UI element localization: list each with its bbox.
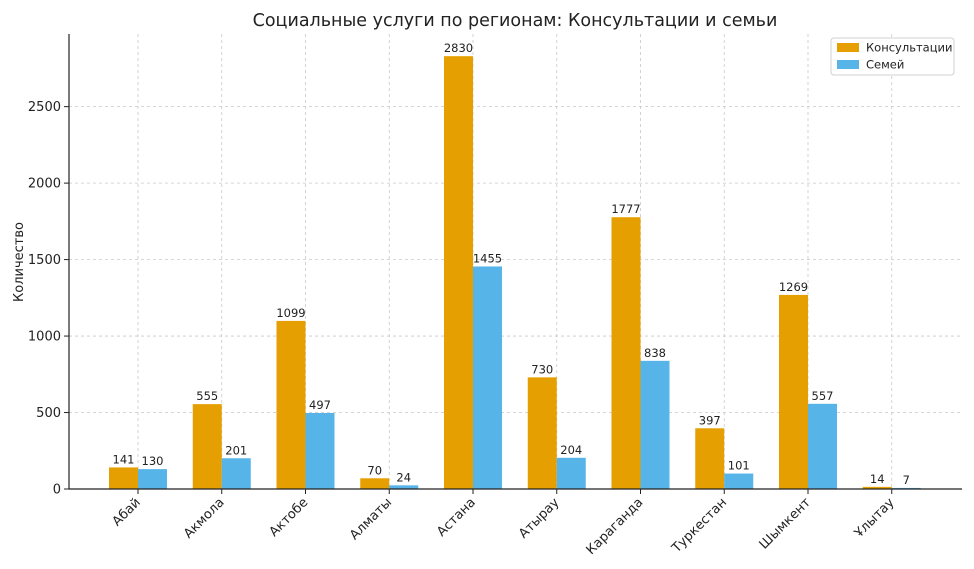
- bar-families: [305, 412, 335, 489]
- bar-value-label: 1099: [276, 306, 305, 320]
- bar-families: [473, 266, 502, 489]
- legend-swatch: [837, 60, 859, 69]
- x-tick-label: Алматы: [347, 495, 395, 543]
- bar-value-label: 201: [225, 443, 247, 457]
- y-tick-label: 500: [36, 406, 61, 421]
- bar-value-label: 2830: [444, 41, 473, 55]
- bar-value-label: 130: [142, 454, 164, 468]
- x-tick-label: Акмола: [181, 495, 228, 542]
- bar-consultations: [862, 486, 892, 489]
- bar-value-label: 397: [699, 413, 721, 427]
- bar-consultations: [695, 428, 725, 489]
- bar-value-label: 1455: [473, 251, 502, 265]
- bar-families: [556, 457, 586, 489]
- bar-value-label: 730: [531, 362, 553, 376]
- bar-consultations: [779, 294, 808, 489]
- y-axis-label: Количество: [12, 222, 27, 302]
- x-tick-label: Актобе: [267, 495, 312, 540]
- y-tick-label: 1500: [28, 253, 61, 268]
- data-labels: 141 555 1099 70 2830 730 1777 397 1269 14 130 201 49…: [113, 41, 910, 487]
- bar-value-label: 497: [309, 398, 331, 412]
- x-tick-label: Ұлытау: [851, 495, 898, 542]
- x-tick-label: Туркестан: [669, 495, 730, 556]
- y-tick-label: 0: [53, 483, 61, 498]
- x-tick-label: Атырау: [516, 495, 563, 542]
- bar-value-label: 557: [812, 389, 834, 403]
- bar-consultations: [527, 377, 557, 489]
- chart-title: Социальные услуги по регионам: Консульта…: [253, 11, 778, 31]
- bar-value-label: 838: [644, 346, 666, 360]
- bar-families: [138, 469, 167, 489]
- bar-consultations: [444, 56, 473, 489]
- bar-consultations: [192, 404, 222, 489]
- bar-consultations: [360, 478, 390, 489]
- x-tick-label: Абай: [110, 495, 144, 529]
- x-tick-label: Караганда: [584, 495, 647, 558]
- bar-value-label: 204: [560, 443, 582, 457]
- bar-families: [724, 473, 754, 489]
- legend: Консультации Семей: [830, 37, 955, 76]
- legend-swatch: [837, 43, 859, 52]
- bar-value-label: 1269: [779, 280, 808, 294]
- y-tick-label: 1000: [28, 330, 61, 345]
- bar-consultations: [611, 217, 641, 490]
- x-tick-label: Астана: [434, 495, 479, 540]
- legend-box: [830, 37, 955, 76]
- bar-families: [640, 360, 670, 489]
- bar-families: [389, 485, 419, 489]
- legend-label: Семей: [866, 58, 904, 72]
- bars: [109, 56, 921, 490]
- bar-value-label: 101: [728, 459, 750, 473]
- y-tick-label: 2500: [28, 100, 61, 115]
- bar-consultations: [109, 467, 138, 489]
- bar-value-label: 24: [396, 470, 411, 484]
- bar-families: [808, 403, 837, 489]
- bar-value-label: 70: [367, 463, 382, 477]
- bar-value-label: 1777: [611, 202, 640, 216]
- bar-families: [221, 458, 251, 489]
- bar-consultations: [276, 320, 306, 489]
- bar-value-label: 7: [903, 473, 910, 487]
- y-tick-label: 2000: [28, 177, 61, 192]
- legend-label: Консультации: [866, 41, 953, 55]
- bar-value-label: 14: [870, 472, 885, 486]
- x-tick-label: Шымкент: [757, 495, 815, 553]
- bar-value-label: 141: [113, 452, 135, 466]
- bar-value-label: 555: [196, 389, 218, 403]
